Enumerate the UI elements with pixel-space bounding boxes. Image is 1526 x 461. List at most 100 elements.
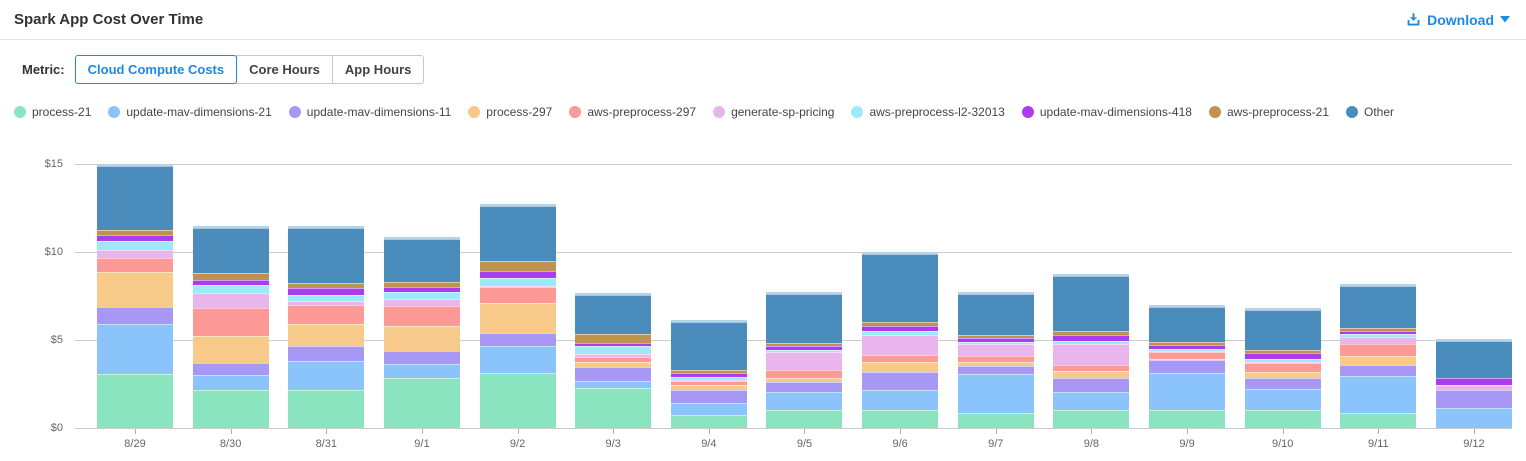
bar-segment-process-21[interactable]	[575, 388, 652, 428]
bar-segment-aws-preprocess-l2-32013[interactable]	[383, 291, 460, 299]
metric-button-app-hours[interactable]: App Hours	[331, 55, 425, 84]
bar-segment-Other[interactable]	[288, 225, 365, 283]
bar-segment-aws-preprocess-l2-32013[interactable]	[766, 349, 843, 353]
bar-segment-process-21[interactable]	[288, 390, 365, 428]
bar-segment-update-mav-dimensions-11[interactable]	[862, 371, 939, 391]
legend-item-aws-preprocess-l2-32013[interactable]: aws-preprocess-l2-32013	[851, 105, 1005, 119]
bar-segment-generate-sp-pricing[interactable]	[288, 301, 365, 305]
legend-item-update-mav-dimensions-11[interactable]: update-mav-dimensions-11	[288, 105, 451, 119]
bar-segment-update-mav-dimensions-11[interactable]	[1244, 377, 1321, 390]
bar-segment-aws-preprocess-297[interactable]	[288, 304, 365, 325]
bar-segment-generate-sp-pricing[interactable]	[97, 250, 173, 259]
bar-segment-aws-preprocess-l2-32013[interactable]	[1149, 348, 1226, 352]
bar-segment-Other[interactable]	[192, 225, 269, 274]
bar-segment-Other[interactable]	[1435, 339, 1512, 378]
bar-segment-update-mav-dimensions-21[interactable]	[383, 363, 460, 378]
bar-segment-process-297[interactable]	[97, 272, 173, 307]
bar-segment-aws-preprocess-21[interactable]	[1340, 327, 1417, 332]
bar-segment-process-297[interactable]	[1053, 370, 1130, 378]
bar-segment-aws-preprocess-l2-32013[interactable]	[1244, 358, 1321, 363]
bar-segment-aws-preprocess-21[interactable]	[288, 282, 365, 289]
bar-segment-Other[interactable]	[766, 291, 843, 343]
bar-segment-update-mav-dimensions-21[interactable]	[479, 346, 556, 374]
bar-segment-update-mav-dimensions-418[interactable]	[957, 338, 1034, 342]
legend-item-update-mav-dimensions-21[interactable]: update-mav-dimensions-21	[108, 105, 272, 119]
bar-segment-Other[interactable]	[957, 291, 1034, 335]
download-button[interactable]: Download	[1406, 12, 1510, 28]
bar-segment-aws-preprocess-l2-32013[interactable]	[479, 278, 556, 287]
bar-segment-aws-preprocess-l2-32013[interactable]	[288, 295, 365, 302]
bar-segment-aws-preprocess-21[interactable]	[575, 333, 652, 343]
bar-segment-update-mav-dimensions-418[interactable]	[670, 372, 747, 378]
bar-segment-aws-preprocess-21[interactable]	[97, 230, 173, 236]
bar-segment-process-21[interactable]	[1340, 413, 1417, 428]
bar-segment-Other[interactable]	[575, 292, 652, 334]
bar-segment-process-297[interactable]	[1149, 358, 1226, 361]
bar-segment-process-297[interactable]	[670, 384, 747, 391]
bar-segment-update-mav-dimensions-418[interactable]	[479, 270, 556, 279]
bar-segment-aws-preprocess-l2-32013[interactable]	[862, 331, 939, 335]
bar-segment-update-mav-dimensions-11[interactable]	[479, 333, 556, 347]
bar-segment-generate-sp-pricing[interactable]	[1435, 384, 1512, 391]
bar-segment-process-297[interactable]	[1340, 355, 1417, 365]
bar-segment-update-mav-dimensions-11[interactable]	[1053, 377, 1130, 392]
bar-segment-update-mav-dimensions-21[interactable]	[1340, 376, 1417, 414]
legend-item-Other[interactable]: Other	[1346, 105, 1394, 119]
bar-segment-generate-sp-pricing[interactable]	[1340, 337, 1417, 345]
bar-segment-update-mav-dimensions-418[interactable]	[766, 346, 843, 350]
bar-segment-process-21[interactable]	[479, 373, 556, 428]
bar-segment-aws-preprocess-l2-32013[interactable]	[575, 346, 652, 355]
bar-segment-aws-preprocess-21[interactable]	[957, 334, 1034, 339]
bar-segment-Other[interactable]	[1244, 307, 1321, 350]
bar-segment-generate-sp-pricing[interactable]	[479, 286, 556, 288]
bar-segment-aws-preprocess-297[interactable]	[1340, 344, 1417, 356]
bar-segment-process-297[interactable]	[957, 362, 1034, 367]
bar-segment-update-mav-dimensions-418[interactable]	[97, 235, 173, 241]
legend-item-aws-preprocess-297[interactable]: aws-preprocess-297	[569, 105, 696, 119]
bar-segment-update-mav-dimensions-418[interactable]	[1340, 331, 1417, 334]
bar-segment-update-mav-dimensions-21[interactable]	[862, 390, 939, 411]
bar-segment-update-mav-dimensions-21[interactable]	[957, 374, 1034, 414]
bar-segment-aws-preprocess-21[interactable]	[479, 260, 556, 271]
bar-segment-aws-preprocess-l2-32013[interactable]	[97, 240, 173, 251]
bar-segment-process-297[interactable]	[575, 362, 652, 368]
bar-segment-update-mav-dimensions-418[interactable]	[1435, 377, 1512, 385]
bar-segment-update-mav-dimensions-418[interactable]	[575, 342, 652, 347]
bar-segment-aws-preprocess-21[interactable]	[383, 281, 460, 288]
bar-segment-aws-preprocess-21[interactable]	[670, 370, 747, 373]
bar-segment-generate-sp-pricing[interactable]	[670, 379, 747, 381]
bar-segment-aws-preprocess-297[interactable]	[766, 369, 843, 378]
bar-segment-Other[interactable]	[97, 164, 173, 231]
bar-segment-update-mav-dimensions-11[interactable]	[97, 306, 173, 325]
bar-segment-process-21[interactable]	[862, 410, 939, 428]
bar-segment-generate-sp-pricing[interactable]	[957, 344, 1034, 356]
bar-segment-update-mav-dimensions-11[interactable]	[1149, 360, 1226, 374]
bar-segment-process-297[interactable]	[288, 324, 365, 347]
bar-segment-Other[interactable]	[383, 237, 460, 282]
bar-segment-aws-preprocess-21[interactable]	[862, 322, 939, 326]
legend-item-update-mav-dimensions-418[interactable]: update-mav-dimensions-418	[1021, 105, 1192, 119]
bar-segment-process-21[interactable]	[97, 374, 173, 428]
bar-segment-aws-preprocess-21[interactable]	[192, 273, 269, 281]
bar-segment-update-mav-dimensions-21[interactable]	[1244, 389, 1321, 411]
bar-segment-update-mav-dimensions-21[interactable]	[1149, 373, 1226, 411]
bar-segment-generate-sp-pricing[interactable]	[1149, 351, 1226, 353]
bar-segment-aws-preprocess-l2-32013[interactable]	[957, 341, 1034, 345]
legend-item-generate-sp-pricing[interactable]: generate-sp-pricing	[713, 105, 834, 119]
bar-segment-process-297[interactable]	[192, 335, 269, 363]
bar-segment-aws-preprocess-297[interactable]	[1053, 364, 1130, 371]
bar-segment-update-mav-dimensions-418[interactable]	[288, 288, 365, 296]
bar-segment-update-mav-dimensions-11[interactable]	[1340, 364, 1417, 377]
bar-segment-aws-preprocess-297[interactable]	[97, 258, 173, 273]
bar-segment-update-mav-dimensions-21[interactable]	[1053, 391, 1130, 411]
bar-segment-process-297[interactable]	[766, 377, 843, 383]
bar-segment-aws-preprocess-297[interactable]	[383, 305, 460, 326]
bar-segment-aws-preprocess-297[interactable]	[957, 355, 1034, 363]
bar-segment-process-21[interactable]	[1244, 410, 1321, 428]
bar-segment-aws-preprocess-l2-32013[interactable]	[192, 284, 269, 293]
bar-segment-update-mav-dimensions-21[interactable]	[288, 361, 365, 391]
bar-segment-update-mav-dimensions-21[interactable]	[97, 324, 173, 375]
bar-segment-generate-sp-pricing[interactable]	[192, 292, 269, 309]
bar-segment-process-21[interactable]	[670, 414, 747, 428]
bar-segment-update-mav-dimensions-418[interactable]	[383, 287, 460, 292]
